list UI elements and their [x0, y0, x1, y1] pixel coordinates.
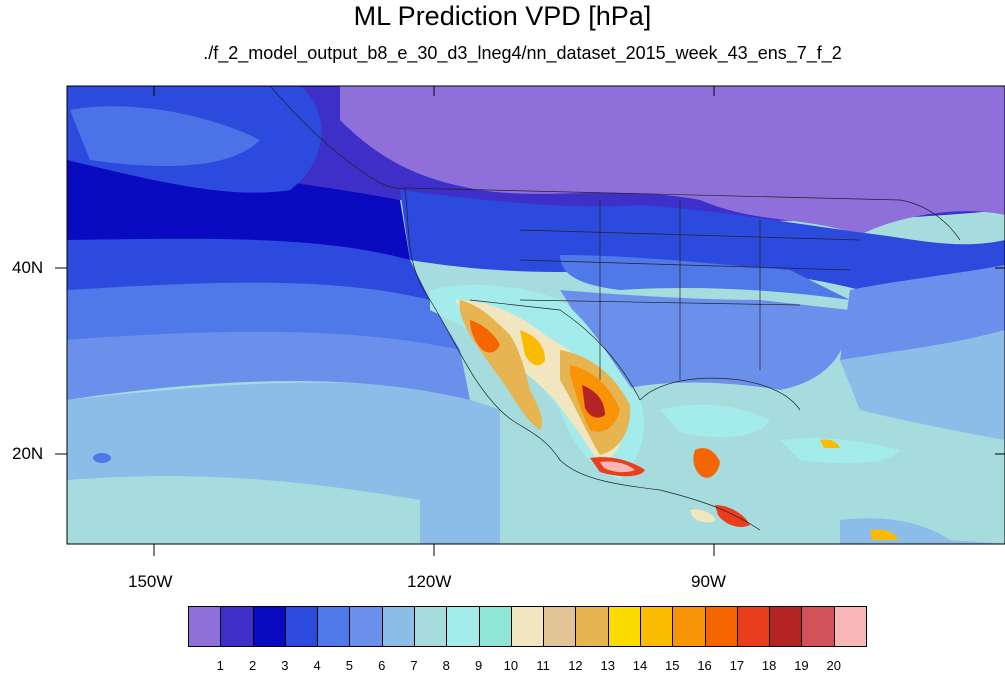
colorbar-label: 18	[761, 658, 777, 673]
colorbar-swatch	[704, 606, 738, 647]
colorbar-label: 3	[281, 658, 289, 673]
colorbar-swatch	[284, 606, 319, 647]
colorbar-label: 16	[697, 658, 712, 673]
colorbar-swatch	[220, 606, 254, 647]
map-ticks	[55, 86, 1005, 556]
colorbar-swatch	[446, 606, 480, 647]
colorbar-label: 20	[826, 658, 841, 673]
colorbar-swatch	[188, 606, 222, 647]
colorbar-label: 10	[503, 658, 519, 673]
colorbar-swatch	[833, 606, 867, 647]
colorbar-swatch	[736, 606, 771, 647]
colorbar-swatch	[575, 606, 609, 647]
colorbar-label: 13	[600, 658, 615, 673]
colorbar-swatch	[607, 606, 641, 647]
colorbar-swatch	[317, 606, 351, 647]
colorbar-swatch	[478, 606, 512, 647]
colorbar-swatch	[510, 606, 545, 647]
colorbar-swatch	[672, 606, 706, 647]
colorbar-label: 12	[568, 658, 583, 673]
boundaries	[269, 86, 961, 531]
colorbar: 1 2 3 4 5 6 7 8 9 10 11 12 13 14 15 16 17 18 19 20	[188, 606, 867, 673]
lon-label-120w: 120W	[407, 572, 452, 591]
colorbar-label: 5	[345, 658, 354, 673]
colorbar-swatch	[381, 606, 415, 647]
colorbar-swatch	[414, 606, 448, 647]
colorbar-label: 15	[665, 658, 680, 673]
colorbar-swatch	[543, 606, 577, 647]
colorbar-label: 8	[442, 658, 450, 673]
colorbar-label: 2	[248, 658, 257, 673]
colorbar-label: 4	[313, 658, 321, 673]
map-frame	[66, 85, 1005, 545]
lat-label-20n: 20N	[12, 444, 44, 463]
colorbar-label: 19	[794, 658, 809, 673]
vpd-map	[55, 85, 1005, 556]
colorbar-label: 9	[474, 658, 483, 673]
lat-label-40n: 40N	[12, 258, 44, 277]
colorbar-label: 14	[632, 658, 648, 673]
map-subtitle: ./f_2_model_output_b8_e_30_d3_lneg4/nn_d…	[203, 43, 842, 63]
vpd-field	[67, 86, 1005, 544]
colorbar-label: 11	[536, 658, 550, 673]
colorbar-label: 6	[378, 658, 386, 673]
lon-label-90w: 90W	[691, 572, 726, 591]
colorbar-swatch	[801, 606, 835, 647]
colorbar-label: 1	[216, 658, 224, 673]
colorbar-swatch	[252, 606, 286, 647]
map-title: ML Prediction VPD [hPa]	[353, 1, 652, 31]
colorbar-label: 7	[410, 658, 418, 673]
lon-label-150w: 150W	[128, 572, 173, 591]
colorbar-swatch	[640, 606, 674, 647]
colorbar-swatch	[769, 606, 803, 647]
colorbar-swatch	[349, 606, 383, 647]
colorbar-label: 17	[729, 658, 745, 673]
